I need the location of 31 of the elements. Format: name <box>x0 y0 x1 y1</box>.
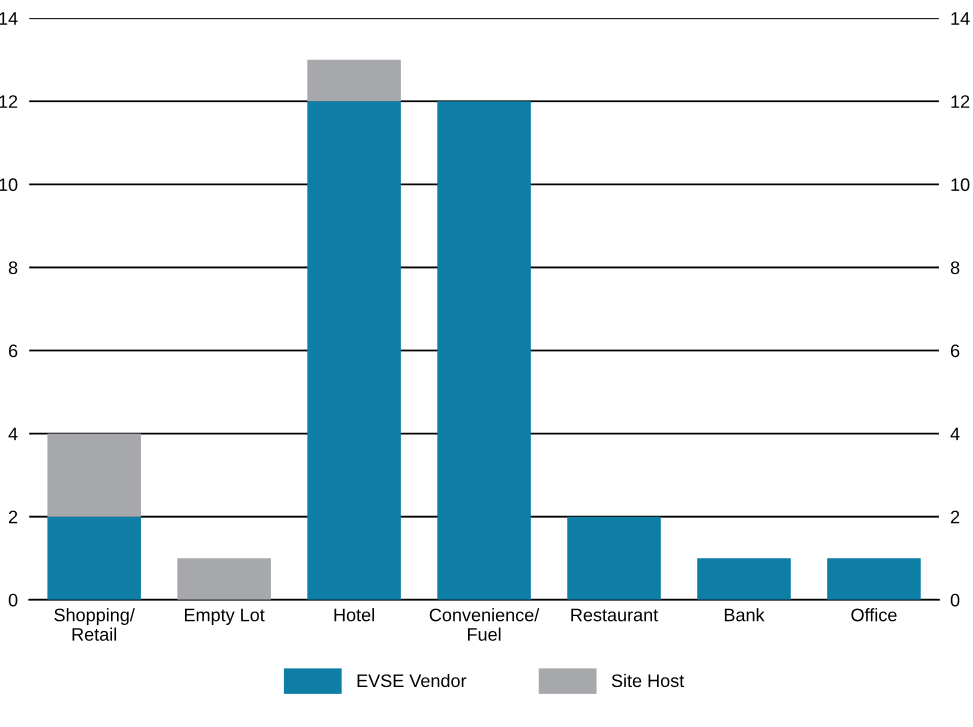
y-tick-label: 2 <box>8 510 18 524</box>
y-tick-label: 8 <box>8 261 18 274</box>
x-tick-label: Office <box>851 608 897 622</box>
y2-tick-label: 10 <box>951 178 970 192</box>
x-tick-label: Restaurant <box>571 608 658 622</box>
x-tick-label: Hotel <box>334 608 374 622</box>
y2-tick-label: 2 <box>950 510 960 524</box>
bar <box>47 516 141 600</box>
x-tick-label: Shopping/ Retail <box>54 608 135 641</box>
y2-tick-label: 6 <box>950 344 960 358</box>
bar <box>567 516 661 600</box>
legend-label: Site Host <box>612 674 684 688</box>
x-tick-label: Empty Lot <box>184 608 265 625</box>
bar <box>827 558 921 600</box>
y2-tick-label: 4 <box>950 428 960 440</box>
x-tick-label: Bank <box>724 608 765 622</box>
y2-tick-label: 8 <box>950 261 960 274</box>
bar <box>307 60 401 102</box>
y2-tick-label: 12 <box>951 95 970 108</box>
bar <box>307 101 401 600</box>
y2-tick-label: 0 <box>950 594 960 606</box>
bar <box>177 558 271 600</box>
bar <box>437 101 531 600</box>
bar <box>47 434 141 517</box>
y2-tick-label: 14 <box>951 12 970 25</box>
y-tick-label: 6 <box>8 344 18 358</box>
y-tick-label: 4 <box>8 428 18 440</box>
bar <box>697 558 791 600</box>
legend-label: EVSE Vendor <box>358 674 466 688</box>
x-tick-label: Convenience/ Fuel <box>430 608 540 641</box>
y-tick-label: 0 <box>8 594 18 606</box>
